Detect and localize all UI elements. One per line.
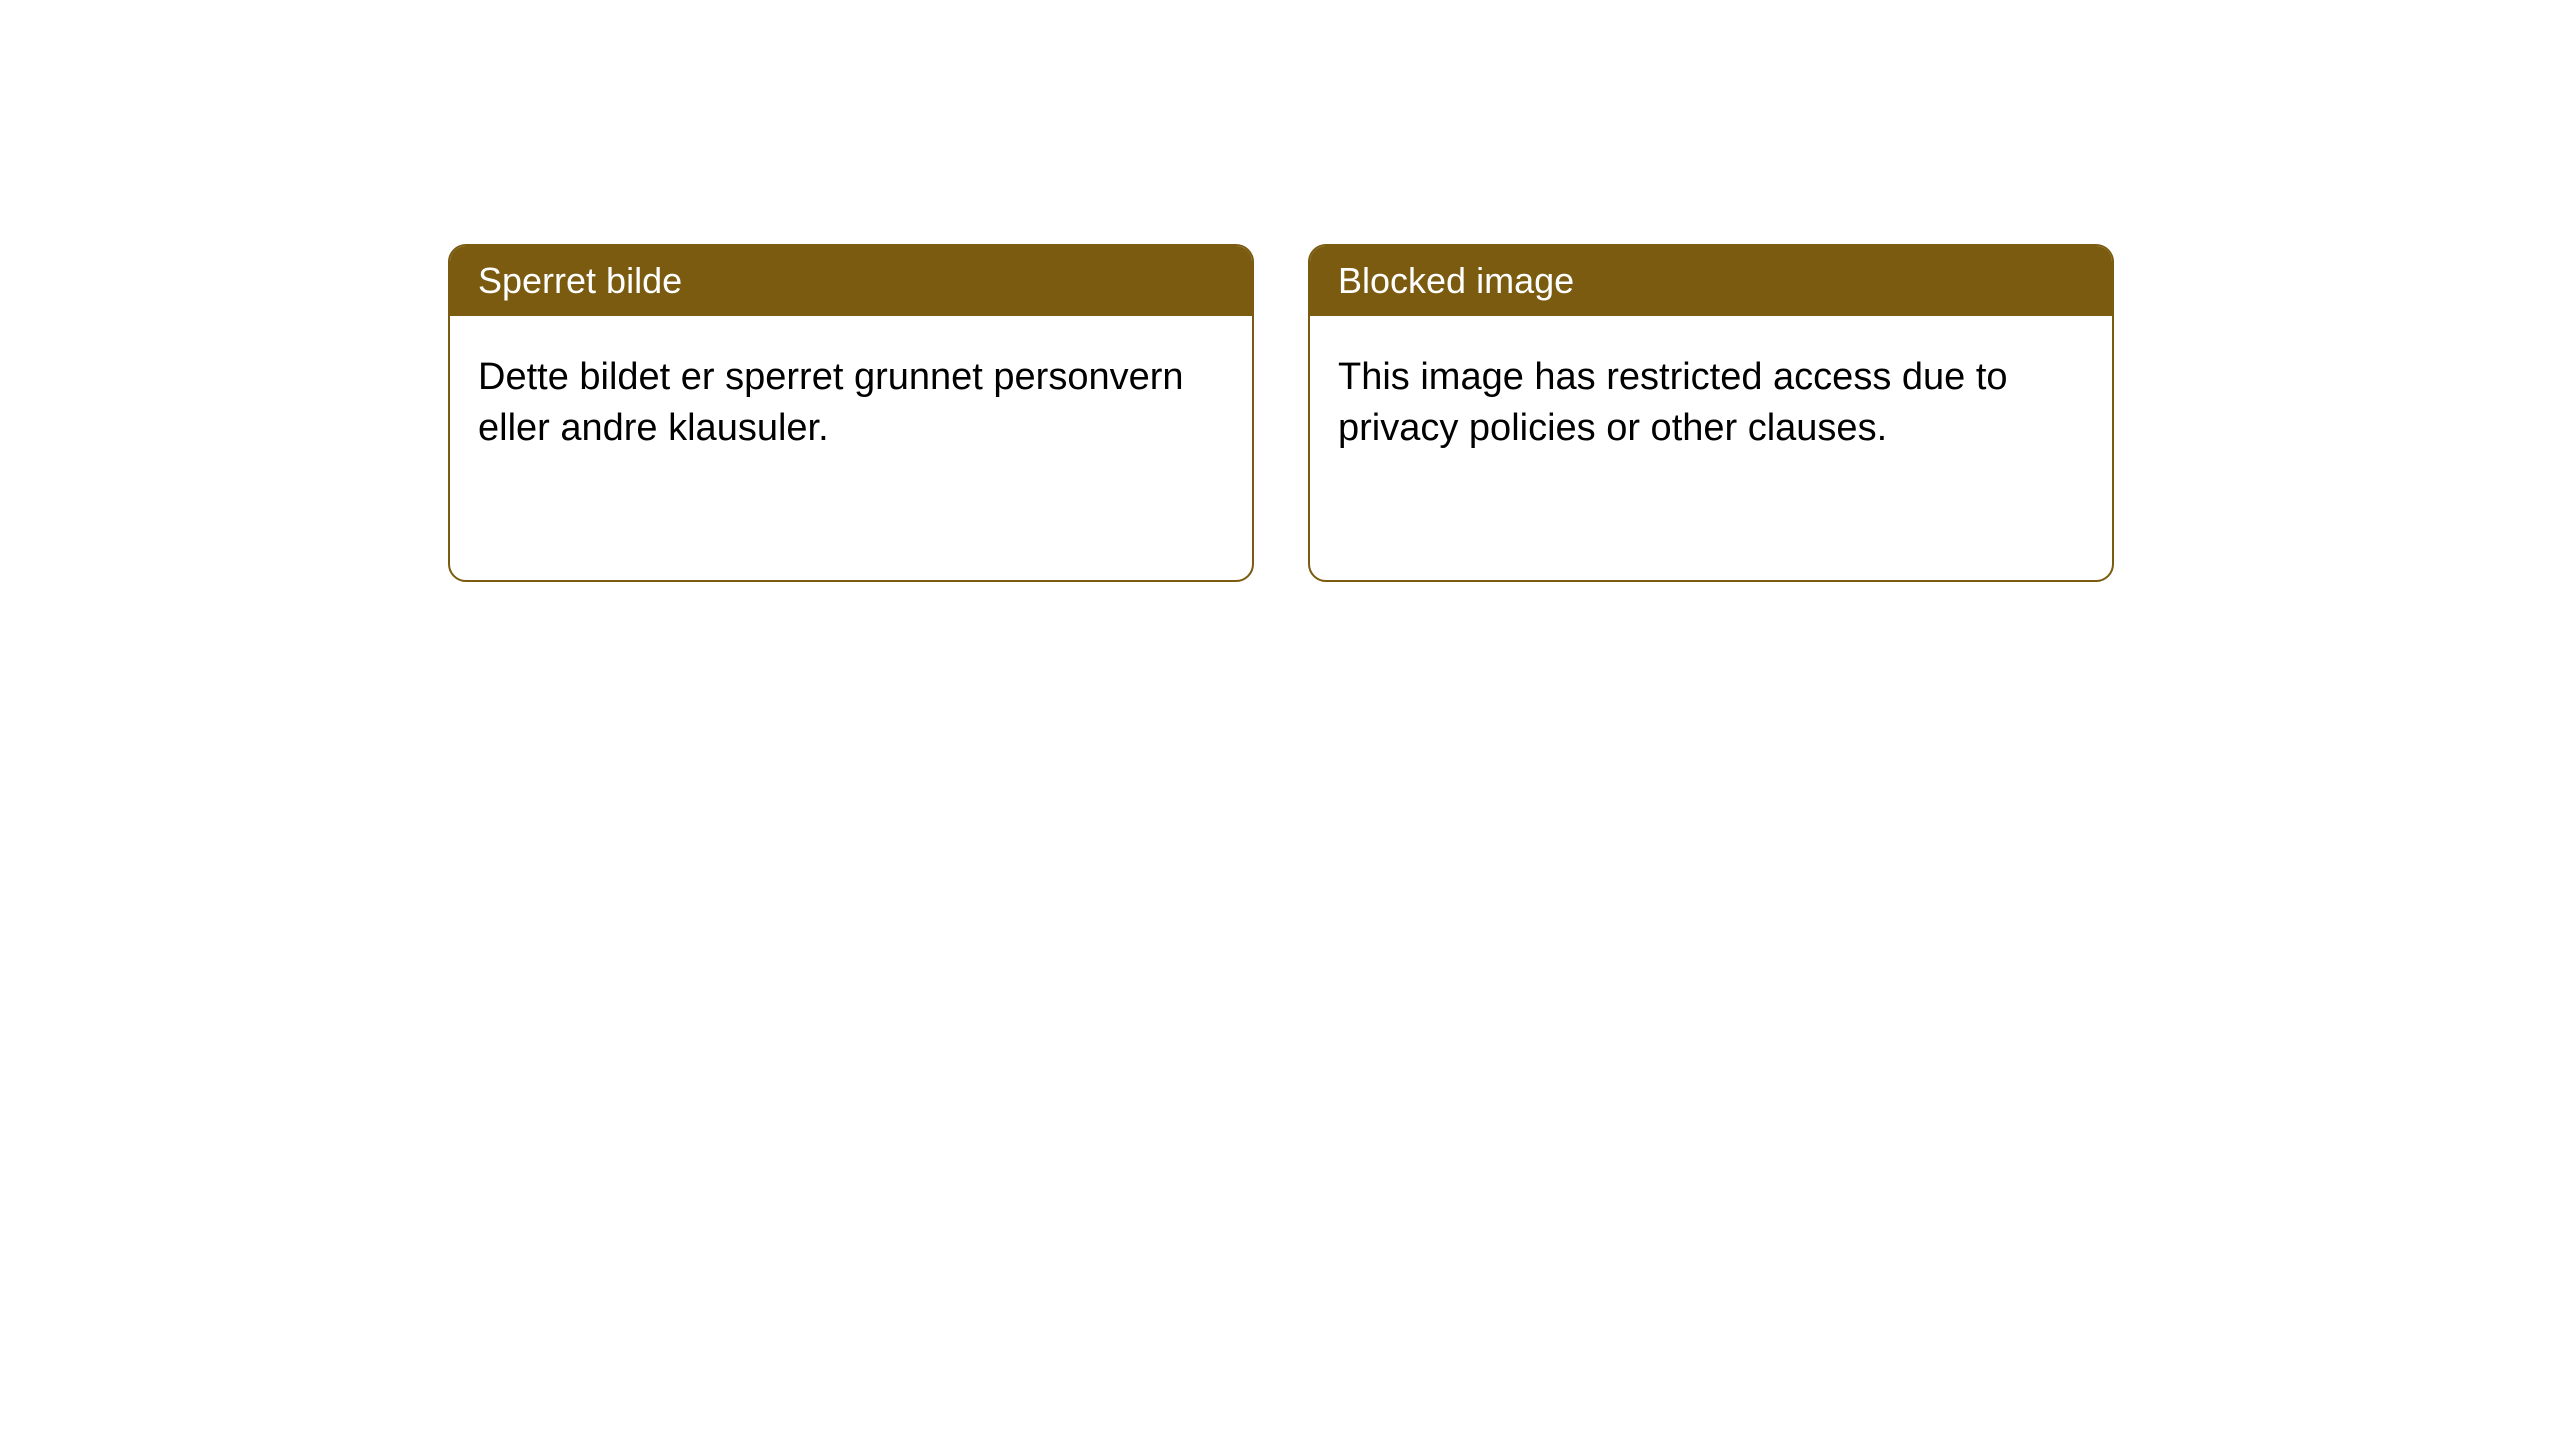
card-title: Sperret bilde — [478, 260, 682, 301]
notice-card-norwegian: Sperret bilde Dette bildet er sperret gr… — [448, 244, 1254, 582]
card-message: Dette bildet er sperret grunnet personve… — [478, 356, 1184, 449]
card-header: Sperret bilde — [450, 246, 1252, 316]
card-message: This image has restricted access due to … — [1338, 356, 2008, 449]
card-title: Blocked image — [1338, 260, 1574, 301]
card-body: This image has restricted access due to … — [1310, 316, 2112, 491]
card-header: Blocked image — [1310, 246, 2112, 316]
notice-card-english: Blocked image This image has restricted … — [1308, 244, 2114, 582]
card-body: Dette bildet er sperret grunnet personve… — [450, 316, 1252, 491]
notice-container: Sperret bilde Dette bildet er sperret gr… — [0, 0, 2560, 582]
